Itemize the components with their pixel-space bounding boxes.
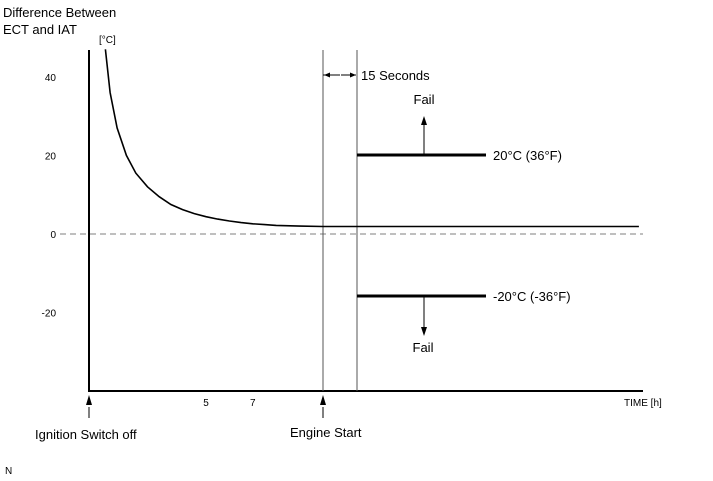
lower-fail-label: Fail <box>413 340 434 355</box>
chart-title-line-2: ECT and IAT <box>3 22 77 37</box>
engine-start-arrowhead <box>320 395 326 405</box>
corner-label: N <box>5 466 12 477</box>
temperature-difference-curve <box>104 49 639 228</box>
y-axis-unit: [°C] <box>99 35 116 46</box>
lower-threshold-label: -20°C (-36°F) <box>493 289 571 304</box>
upper-threshold-label: 20°C (36°F) <box>493 148 562 163</box>
interval-arrowhead-right <box>350 72 356 78</box>
y-tick-label: 0 <box>50 230 56 241</box>
engine-start-label: Engine Start <box>290 425 362 440</box>
chart-title-line-1: Difference Between <box>3 5 116 20</box>
ignition-switch-off-label: Ignition Switch off <box>35 427 137 442</box>
lower-fail-arrowhead <box>421 327 427 336</box>
y-tick-labels: 40 20 0 -20 <box>42 73 57 320</box>
y-tick-label: -20 <box>42 309 57 320</box>
y-tick-label: 40 <box>45 73 57 84</box>
upper-fail-label: Fail <box>414 92 435 107</box>
upper-fail-arrowhead <box>421 116 427 125</box>
y-tick-label: 20 <box>45 151 57 162</box>
x-tick-label: 5 <box>203 398 209 409</box>
x-tick-label: 7 <box>250 398 256 409</box>
interval-label: 15 Seconds <box>361 68 430 83</box>
ignition-off-arrowhead <box>86 395 92 405</box>
interval-arrowhead-left <box>324 72 330 78</box>
x-axis-label: TIME [h] <box>624 398 662 409</box>
